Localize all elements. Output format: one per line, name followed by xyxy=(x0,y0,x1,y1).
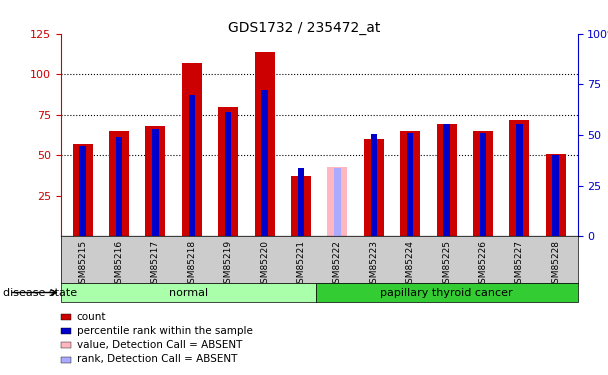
Text: GSM85228: GSM85228 xyxy=(551,240,560,289)
Bar xyxy=(553,155,559,236)
Bar xyxy=(316,283,578,302)
Bar xyxy=(61,283,316,302)
Bar xyxy=(473,131,493,236)
Text: GSM85227: GSM85227 xyxy=(515,240,524,289)
Bar xyxy=(510,120,530,236)
Text: GSM85215: GSM85215 xyxy=(78,240,87,289)
Bar xyxy=(72,144,92,236)
Bar xyxy=(261,90,268,236)
Bar xyxy=(334,168,340,236)
Text: GDS1732 / 235472_at: GDS1732 / 235472_at xyxy=(228,21,380,34)
Bar xyxy=(400,131,420,236)
Text: GSM85220: GSM85220 xyxy=(260,240,269,289)
Bar xyxy=(364,139,384,236)
Bar xyxy=(327,166,347,236)
Bar xyxy=(546,154,566,236)
Text: papillary thyroid cancer: papillary thyroid cancer xyxy=(380,288,513,297)
Text: GSM85223: GSM85223 xyxy=(369,240,378,289)
Bar xyxy=(255,52,275,236)
Bar xyxy=(80,146,86,236)
Bar xyxy=(218,106,238,236)
Text: GSM85225: GSM85225 xyxy=(442,240,451,289)
Text: GSM85219: GSM85219 xyxy=(224,240,233,289)
Bar xyxy=(516,124,523,236)
Bar xyxy=(480,133,486,236)
Bar xyxy=(145,126,165,236)
Text: GSM85224: GSM85224 xyxy=(406,240,415,289)
Bar xyxy=(225,111,232,236)
Text: GSM85216: GSM85216 xyxy=(114,240,123,289)
Bar xyxy=(370,134,377,236)
Text: GSM85217: GSM85217 xyxy=(151,240,160,289)
Text: GSM85226: GSM85226 xyxy=(478,240,488,289)
Bar xyxy=(116,137,122,236)
Bar xyxy=(437,124,457,236)
Text: GSM85222: GSM85222 xyxy=(333,240,342,289)
Bar xyxy=(188,95,195,236)
Text: percentile rank within the sample: percentile rank within the sample xyxy=(77,326,252,336)
Text: count: count xyxy=(77,312,106,321)
Bar xyxy=(291,176,311,236)
Text: normal: normal xyxy=(168,288,208,297)
Text: rank, Detection Call = ABSENT: rank, Detection Call = ABSENT xyxy=(77,354,237,364)
Text: disease state: disease state xyxy=(3,288,77,298)
Bar xyxy=(152,129,159,236)
Bar xyxy=(407,133,413,236)
Bar xyxy=(182,63,202,236)
Bar xyxy=(109,131,129,236)
Bar xyxy=(298,168,304,236)
Text: GSM85221: GSM85221 xyxy=(297,240,305,289)
Text: GSM85218: GSM85218 xyxy=(187,240,196,289)
Bar xyxy=(443,124,450,236)
Text: value, Detection Call = ABSENT: value, Detection Call = ABSENT xyxy=(77,340,242,350)
